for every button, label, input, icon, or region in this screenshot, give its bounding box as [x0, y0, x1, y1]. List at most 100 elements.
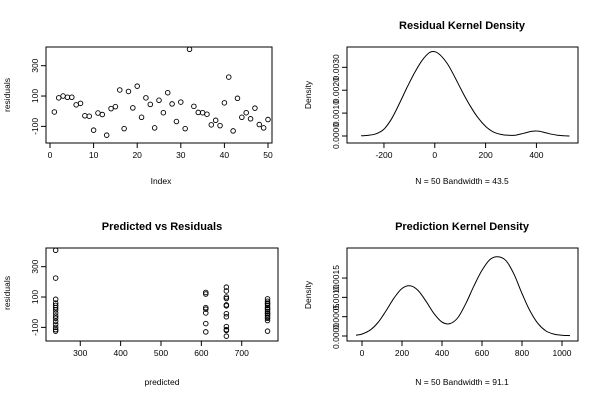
data-point [52, 321, 59, 328]
plot-frame [346, 247, 579, 342]
data-point [52, 296, 59, 303]
data-point [60, 93, 66, 99]
data-point [108, 105, 114, 112]
data-point [121, 125, 127, 132]
data-point [178, 99, 184, 105]
data-point [230, 128, 236, 134]
panel-title: Residual Kernel Density [399, 20, 526, 32]
data-point [90, 127, 97, 133]
y-axis-label: Density [303, 280, 313, 309]
data-point [195, 109, 201, 116]
data-point [125, 88, 132, 95]
x-tick-label: 400 [435, 348, 449, 358]
density-curve [361, 50, 570, 137]
data-point [203, 306, 209, 312]
y-tick-label: 300 [30, 58, 40, 72]
data-point [52, 328, 59, 334]
data-point [239, 114, 245, 121]
y-tick-label: -100 [30, 118, 40, 135]
panel-prediction-density: Prediction Kernel Density 0 200 400 600 800 1… [303, 221, 579, 387]
data-point [223, 310, 230, 317]
data-point [234, 95, 241, 102]
x-tick-label: -200 [375, 150, 392, 160]
x-tick-label: 0 [360, 348, 365, 358]
data-point [52, 310, 59, 316]
data-point [95, 110, 101, 116]
data-point [156, 97, 162, 104]
data-point [73, 102, 79, 108]
data-point [264, 298, 271, 305]
data-point [52, 275, 59, 281]
x-tick-label: 400 [114, 348, 128, 358]
density-line [355, 256, 571, 337]
data-point [191, 103, 197, 110]
data-point [223, 303, 230, 309]
data-point [164, 89, 171, 96]
data-point [212, 117, 219, 124]
y-tick-label: 0.0030 [331, 54, 341, 80]
data-point [173, 118, 180, 125]
data-point [223, 284, 230, 290]
data-point [265, 116, 271, 123]
x-tick-label: 500 [154, 348, 168, 358]
data-point [199, 109, 206, 116]
x-tick-label: 40 [220, 150, 230, 160]
y-axis-label: residuals [2, 78, 12, 112]
x-tick-label: 200 [479, 150, 493, 160]
data-point [264, 328, 271, 334]
data-point [147, 101, 154, 108]
y-axis-label: Density [303, 80, 313, 109]
x-tick-label: 20 [132, 150, 142, 160]
x-tick-label: 50 [263, 150, 273, 160]
density-line [361, 50, 570, 137]
data-point [203, 320, 209, 327]
plot-frame [346, 46, 579, 144]
data-point [82, 113, 88, 119]
data-point [52, 247, 59, 254]
data-point [169, 101, 175, 107]
data-point [52, 318, 59, 325]
data-point [52, 307, 59, 313]
data-point [247, 116, 254, 122]
x-tick-label: 300 [73, 348, 87, 358]
x-tick-label: 0 [432, 150, 437, 160]
data-point [264, 304, 271, 311]
data-point [203, 329, 209, 335]
panel-residuals-index: 0 10 20 30 40 50 -100 100 300 Index residuals [2, 46, 273, 186]
x-tick-label: 0 [48, 150, 53, 160]
data-point [223, 294, 230, 300]
x-tick-label: 600 [194, 348, 208, 358]
density-curve [355, 256, 571, 337]
y-axis-label: residuals [2, 276, 12, 310]
y-tick-label: 0.0000 [331, 323, 341, 349]
data-point [223, 288, 230, 294]
data-point [221, 100, 228, 106]
data-point [264, 312, 271, 318]
data-point [112, 103, 119, 110]
data-point [52, 324, 59, 331]
x-tick-label: 30 [176, 150, 186, 160]
y-axis: -100 100 300 [30, 259, 46, 336]
data-point [223, 333, 230, 339]
y-tick-label: 300 [30, 259, 40, 273]
data-point [143, 95, 149, 101]
data-point [226, 74, 232, 80]
y-tick-label: 0.0000 [331, 123, 341, 149]
x-tick-label: 600 [475, 348, 489, 358]
data-point [134, 83, 140, 89]
data-point [138, 114, 145, 121]
x-tick-label: 400 [529, 150, 543, 160]
data-point [52, 315, 59, 322]
x-tick-label: 700 [235, 348, 249, 358]
x-axis-label: N = 50 Bandwidth = 43.5 [415, 176, 509, 186]
data-point [52, 304, 59, 311]
y-axis: -100 100 300 [30, 58, 46, 135]
data-point [77, 100, 84, 107]
data-point [243, 109, 249, 116]
data-point [117, 87, 123, 93]
data-point [223, 314, 230, 320]
data-point [130, 105, 136, 111]
data-point [64, 94, 71, 100]
